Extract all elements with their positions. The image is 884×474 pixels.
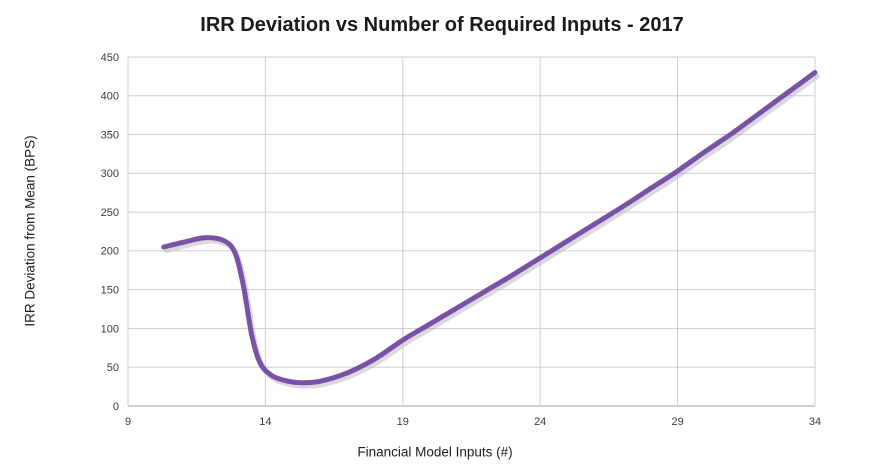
series-line-shadow xyxy=(163,73,820,389)
chart-title: IRR Deviation vs Number of Required Inpu… xyxy=(200,14,684,36)
series-line xyxy=(161,70,818,386)
x-tick-label: 9 xyxy=(125,416,131,428)
y-tick-label: 150 xyxy=(101,285,119,297)
y-tick-label: 0 xyxy=(113,401,119,413)
x-tick-label: 14 xyxy=(259,416,271,428)
y-tick-label: 300 xyxy=(101,168,119,180)
x-axis-title: Financial Model Inputs (#) xyxy=(357,444,513,460)
x-tick-label: 34 xyxy=(809,416,821,428)
x-tick-label: 24 xyxy=(534,416,546,428)
x-tick-label: 19 xyxy=(397,416,409,428)
y-tick-label: 350 xyxy=(101,129,119,141)
y-tick-label: 250 xyxy=(101,207,119,219)
y-tick-label: 100 xyxy=(101,323,119,335)
y-tick-label: 50 xyxy=(107,362,119,374)
y-tick-label: 450 xyxy=(101,52,119,64)
y-tick-label: 400 xyxy=(101,91,119,103)
x-tick-label: 29 xyxy=(671,416,683,428)
y-tick-label: 200 xyxy=(101,246,119,258)
